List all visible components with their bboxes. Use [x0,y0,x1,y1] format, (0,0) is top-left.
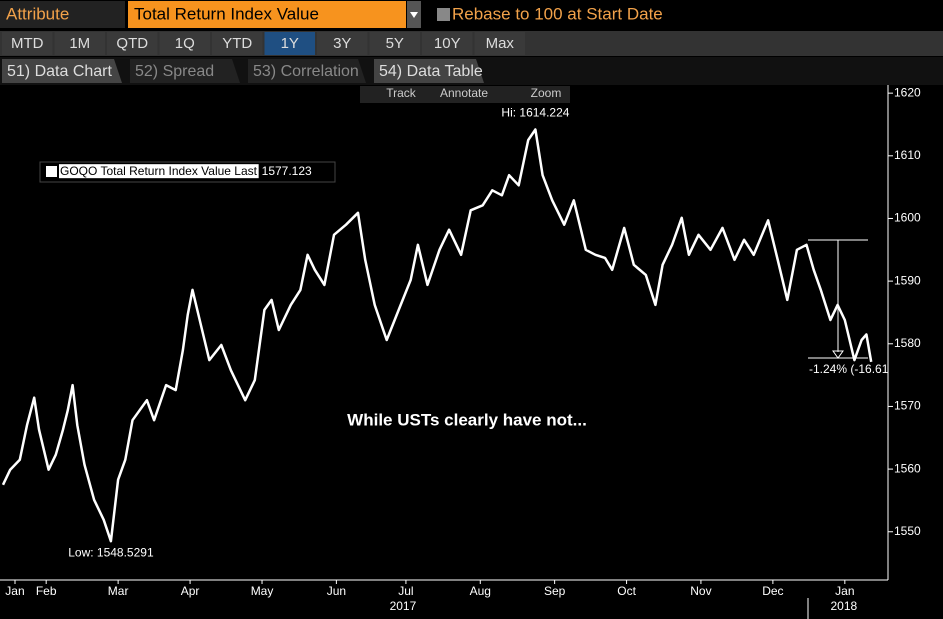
low-label: Low: 1548.5291 [68,545,154,559]
x-tick-label: Nov [690,584,711,598]
tab[interactable] [130,59,240,83]
y-tick-label: 1590 [894,273,921,287]
x-tick-label: Jan [5,584,24,598]
x-tick-label: Sep [544,584,566,598]
period-button[interactable] [107,32,158,55]
y-tick-label: 1570 [894,399,921,413]
period-button[interactable] [474,32,526,55]
y-tick-label: 1610 [894,148,921,162]
legend-swatch [46,166,57,177]
x-tick-label: Oct [617,584,636,598]
y-tick-label: 1560 [894,461,921,475]
comment: While USTs clearly have not... [347,410,587,429]
x-tick-label: Mar [108,584,129,598]
period-button[interactable] [212,32,263,55]
high-label: Hi: 1614.224 [501,106,569,120]
series-line [1,128,873,543]
period-label: 1Y [281,35,299,52]
y-tick-label: 1550 [894,524,921,538]
period-button[interactable] [369,32,421,55]
legend-name-bg [59,164,259,179]
tab[interactable] [2,59,122,83]
period-label: 3Y [333,35,351,52]
tab-label: 53) Correlation [253,63,359,80]
period-label: 10Y [434,35,461,52]
period-label: MTD [11,35,44,52]
x-tick-label: May [251,584,274,598]
period-button[interactable] [2,32,53,55]
y-tick-label: 1580 [894,336,921,350]
legend-value: 1577.123 [262,164,312,178]
tool-bar [360,86,570,103]
x-tick-label: Aug [470,584,491,598]
x-tick-label: Jun [327,584,346,598]
dropdown-arrow [410,12,418,18]
y-tick-label: 1620 [894,85,921,99]
tool-label[interactable]: Zoom [531,86,562,100]
period-label: 1Q [175,35,195,52]
x-tick-label: Jan [835,584,854,598]
tab-label: 52) Spread [135,63,214,80]
tab-label: 54) Data Table [379,63,483,80]
x-tick-label: Dec [762,584,783,598]
period-label: 5Y [386,35,404,52]
measure-arrow [832,350,844,359]
x-tick-label: Jul [398,584,413,598]
legend-name: GOQO Total Return Index Value Last [60,164,258,178]
period-label: 1M [69,35,90,52]
period-button[interactable] [422,32,473,55]
checkbox[interactable] [437,8,450,21]
rebase-label: Rebase to 100 at Start Date [452,4,663,23]
period-label: YTD [222,35,252,52]
change-label: -1.24% (-16.61 [809,362,889,376]
tab-label: 51) Data Chart [7,63,112,80]
attribute-value: Total Return Index Value [134,4,319,23]
tool-label[interactable]: Annotate [440,86,488,100]
period-button[interactable] [317,32,368,55]
period-label: QTD [116,35,148,52]
period-label: Max [486,35,515,52]
attribute-box [0,1,125,28]
year-label: 2018 [830,599,857,613]
tab[interactable] [374,59,484,83]
x-tick-label: Feb [36,584,57,598]
x-tick-label: Apr [181,584,200,598]
year-label: 2017 [390,599,417,613]
attribute-field[interactable] [128,1,406,28]
period-button[interactable] [54,32,106,55]
tool-label[interactable]: Track [386,86,417,100]
y-tick-label: 1600 [894,211,921,225]
attribute-label: Attribute [6,4,69,23]
period-button[interactable] [159,32,211,55]
tab[interactable] [248,59,366,83]
period-button[interactable] [264,32,316,55]
